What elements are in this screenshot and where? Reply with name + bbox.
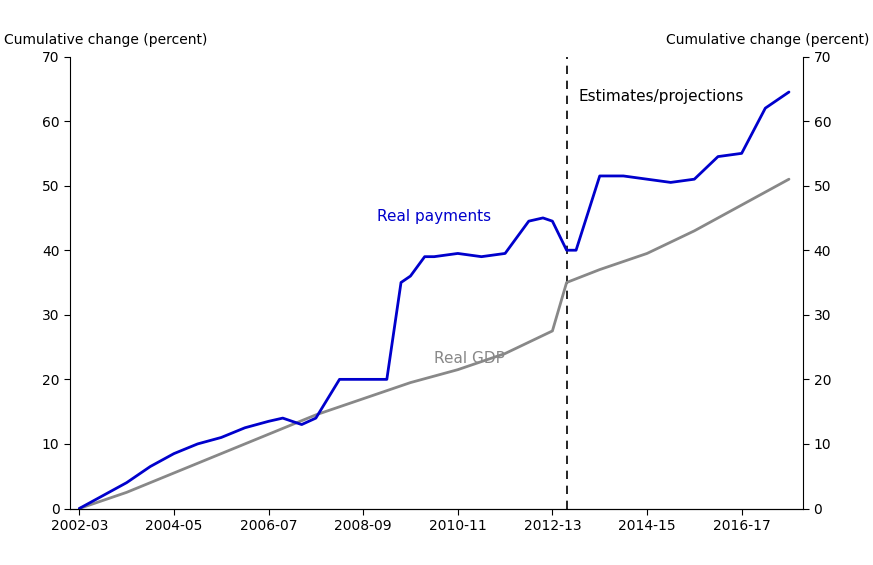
Text: Estimates/projections: Estimates/projections xyxy=(579,89,744,104)
Text: Cumulative change (percent): Cumulative change (percent) xyxy=(666,33,870,47)
Text: Real GDP: Real GDP xyxy=(434,351,505,367)
Text: Cumulative change (percent): Cumulative change (percent) xyxy=(3,33,207,47)
Text: Real payments: Real payments xyxy=(377,210,491,224)
